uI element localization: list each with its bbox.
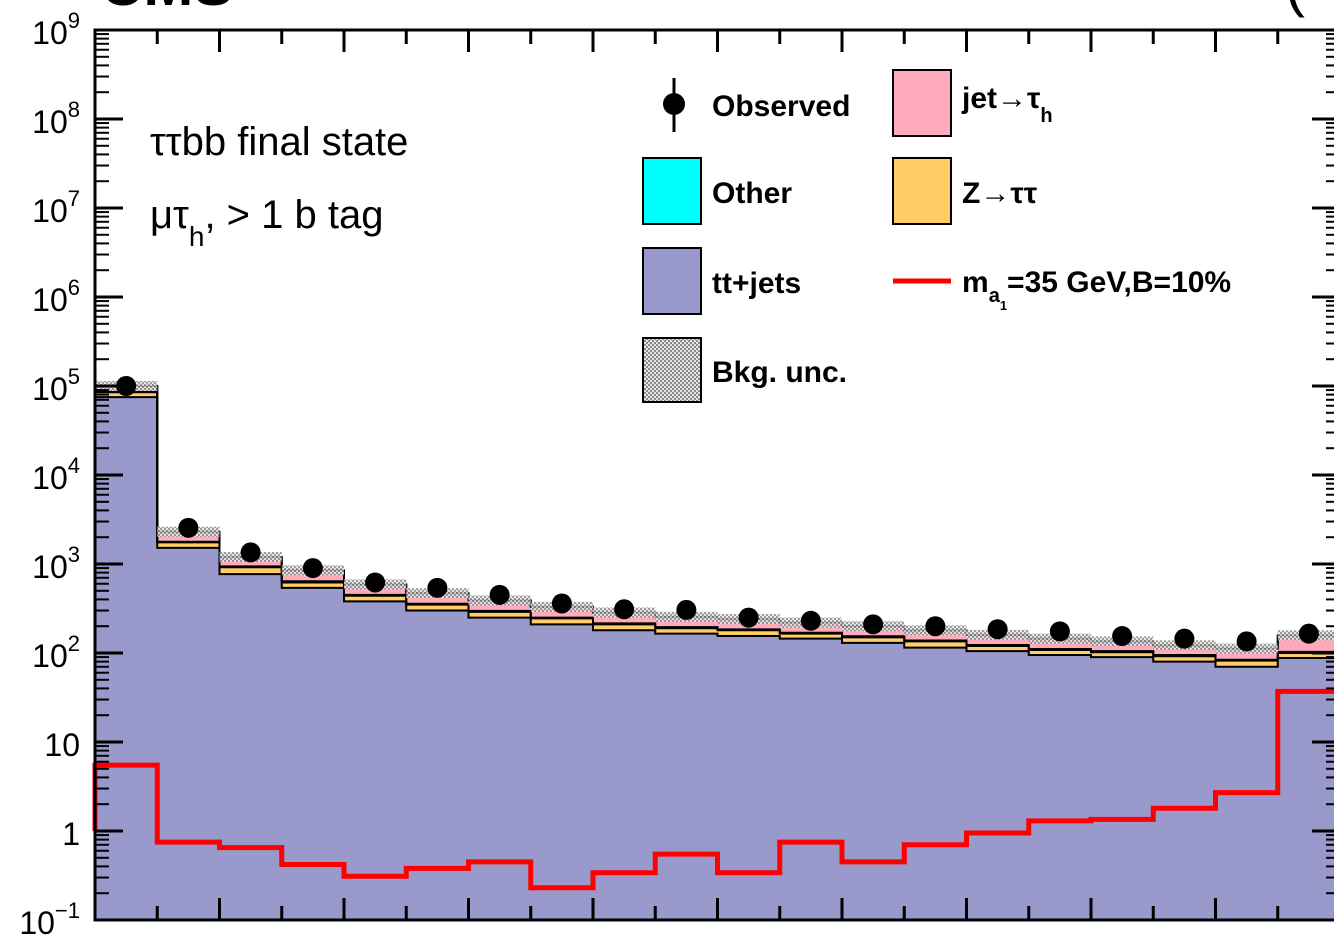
bar-ttjets-8 (593, 630, 656, 920)
legend-signal-rest: =35 GeV,B=10% (1007, 266, 1231, 299)
observed-point-11 (800, 610, 821, 631)
ytick-label-1: 108 (32, 97, 80, 140)
legend-signal-subsub: 1 (1000, 298, 1007, 313)
bar-ttjets-16 (1091, 657, 1154, 920)
legend-signal-main: m (962, 266, 989, 299)
legend-observed-marker (663, 93, 685, 115)
bar-ttjets-14 (966, 651, 1030, 920)
observed-point-2 (240, 542, 261, 563)
outline-ttjets (95, 396, 1334, 668)
x-axis-ticks (155, 30, 1280, 920)
observed-point-9 (676, 599, 697, 620)
observed-point-15 (1049, 621, 1070, 642)
bar-ttjets-9 (655, 633, 718, 920)
stacked-histogram (95, 385, 1334, 921)
signal-line (92, 688, 1334, 891)
legend-signal-label: ma1=35 GeV,B=10% (962, 266, 1231, 313)
observed-point-7 (551, 593, 572, 614)
observed-point-14 (987, 619, 1008, 640)
observed-point-18 (1236, 631, 1257, 652)
bar-ttjets-10 (717, 636, 781, 920)
chart-title-left: CMS (100, 0, 233, 18)
bar-ttjets-11 (779, 638, 843, 920)
bar-ttjets-1 (157, 547, 220, 920)
legend-other-swatch (642, 157, 702, 225)
legend-bkg-unc-swatch (642, 337, 702, 403)
observed-point-8 (614, 599, 635, 620)
bar-ttjets-7 (530, 624, 594, 920)
observed-point-10 (738, 607, 759, 628)
legend-observed-label: Observed (712, 90, 850, 123)
ytick-label-8: 10 (44, 727, 80, 763)
annotation-channel: μτh, > 1 b tag (150, 193, 383, 252)
annotation-channel-rest: , > 1 b tag (204, 193, 383, 237)
observed-point-13 (925, 616, 946, 637)
annotation-final-state: ττbb final state (150, 120, 408, 164)
observed-point-12 (863, 614, 884, 635)
y-axis-ticks (95, 28, 1334, 922)
legend-jet-tau-swatch (892, 69, 952, 137)
bar-ttjets-17 (1153, 661, 1216, 920)
legend-ttjets-swatch (642, 247, 702, 315)
chart-title-right: ( (1285, 0, 1305, 18)
ytick-label-9: 1 (62, 816, 80, 852)
outline-ztautau (95, 391, 1334, 662)
ytick-label-6: 103 (32, 542, 80, 585)
observed-point-3 (302, 558, 323, 579)
ytick-label-4: 105 (32, 364, 80, 407)
observed-point-0 (116, 376, 137, 396)
bar-ttjets-2 (219, 574, 283, 920)
bar-ttjets-19 (1277, 657, 1334, 920)
observed-point-4 (365, 572, 386, 593)
bar-ttjets-15 (1028, 654, 1092, 920)
legend-ttjets-label: tt+jets (712, 267, 801, 300)
ytick-label-3: 106 (32, 275, 80, 318)
legend-other-label: Other (712, 177, 792, 210)
bar-ttjets-5 (406, 610, 469, 920)
observed-points (116, 376, 1319, 652)
annotation-channel-sub: h (189, 221, 205, 252)
observed-point-6 (489, 584, 510, 605)
observed-point-17 (1174, 628, 1195, 649)
legend-ztautau-label: Z→ττ (962, 177, 1037, 210)
legend-signal-sub: a (989, 285, 1001, 307)
legend: Observed jet→τh Other Z→ττ tt+jets ma1=3… (642, 69, 1231, 403)
observed-point-5 (427, 577, 448, 598)
observed-point-1 (178, 517, 199, 538)
ytick-label-5: 104 (32, 453, 80, 496)
ytick-label-10: 10−1 (19, 898, 80, 940)
ytick-label-2: 107 (32, 186, 80, 229)
observed-point-19 (1298, 623, 1319, 644)
bar-ttjets-6 (468, 617, 532, 920)
legend-jet-tau-label: jet→τh (961, 82, 1053, 127)
bar-ttjets-3 (281, 587, 345, 920)
legend-bkg-unc-label: Bkg. unc. (712, 356, 847, 389)
legend-jet-tau-sub: h (1040, 105, 1052, 127)
bar-ttjets-13 (904, 647, 967, 920)
observed-point-16 (1112, 626, 1133, 647)
ytick-label-0: 109 (32, 8, 80, 51)
ytick-label-7: 102 (32, 631, 80, 674)
annotation-channel-main: μτ (150, 193, 189, 237)
bar-ttjets-4 (344, 601, 407, 920)
legend-jet-tau-main: jet→τ (961, 82, 1040, 115)
bar-ttjets-12 (842, 642, 905, 920)
legend-ztautau-swatch (892, 157, 952, 225)
